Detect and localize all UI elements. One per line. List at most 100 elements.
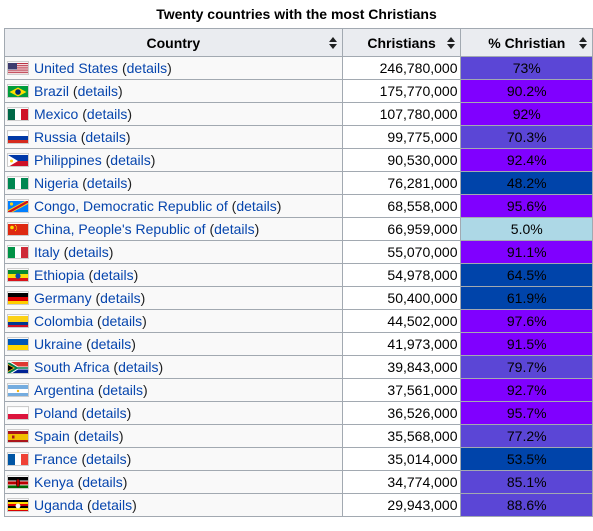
country-cell: Ethiopia (details) <box>4 263 343 287</box>
country-link[interactable]: Colombia <box>34 313 94 329</box>
percent-christian-cell: 61.9% <box>460 286 593 310</box>
percent-christian-cell: 95.6% <box>460 194 593 218</box>
country-link[interactable]: Spain <box>34 428 70 444</box>
za-flag-icon <box>7 360 29 374</box>
details-link[interactable]: details <box>91 497 133 513</box>
sort-icon[interactable] <box>328 37 337 49</box>
details-note: (details) <box>209 221 260 237</box>
details-link[interactable]: details <box>82 474 123 490</box>
fr-flag-icon <box>7 452 29 466</box>
country-link[interactable]: Philippines <box>34 152 102 168</box>
percent-christian-cell: 77.2% <box>460 424 593 448</box>
table-body: United States (details) 246,780,000 73% Bra… <box>4 56 593 517</box>
christians-count-cell: 99,775,000 <box>341 125 462 149</box>
country-cell: Spain (details) <box>4 424 343 448</box>
details-link[interactable]: details <box>85 129 126 145</box>
details-link[interactable]: details <box>214 221 255 237</box>
details-link[interactable]: details <box>86 405 127 421</box>
details-note: (details) <box>113 359 164 375</box>
details-link[interactable]: details <box>77 83 119 99</box>
table-row: Ukraine (details) 41,973,000 91.5% <box>4 332 593 356</box>
column-header-country[interactable]: Country <box>4 28 343 57</box>
country-link[interactable]: Uganda <box>34 497 84 513</box>
christians-count-cell: 55,070,000 <box>341 240 462 264</box>
table-row: Argentina (details) 37,561,000 92.7% <box>4 378 593 402</box>
country-link[interactable]: Mexico <box>34 106 79 122</box>
details-link[interactable]: details <box>118 359 159 375</box>
sort-icon[interactable] <box>447 37 456 49</box>
details-link[interactable]: details <box>100 290 141 306</box>
country-cell: France (details) <box>4 447 343 471</box>
table-row: Mexico (details) 107,780,000 92% <box>4 102 593 126</box>
christians-count-cell: 35,568,000 <box>341 424 462 448</box>
ke-flag-icon <box>7 475 29 489</box>
mx-flag-icon <box>7 107 29 121</box>
christians-count-cell: 175,770,000 <box>341 79 462 103</box>
details-link[interactable]: details <box>236 198 277 214</box>
us-flag-icon <box>7 61 29 75</box>
details-note: (details) <box>81 451 132 467</box>
country-link[interactable]: Kenya <box>34 474 74 490</box>
percent-christian-cell: 92.7% <box>460 378 593 402</box>
percent-christian-cell: 97.6% <box>460 309 593 333</box>
country-link[interactable]: Argentina <box>34 382 94 398</box>
details-link[interactable]: details <box>68 244 109 260</box>
details-link[interactable]: details <box>126 60 168 76</box>
table-row: China, People's Republic of (details) 66,… <box>4 217 593 241</box>
et-flag-icon <box>7 268 29 282</box>
country-link[interactable]: Congo, Democratic Republic of <box>34 198 228 214</box>
country-link[interactable]: Russia <box>34 129 77 145</box>
country-link[interactable]: France <box>34 451 78 467</box>
country-link[interactable]: Poland <box>34 405 78 421</box>
details-link[interactable]: details <box>86 451 127 467</box>
country-cell: Mexico (details) <box>4 102 343 126</box>
country-link[interactable]: Germany <box>34 290 92 306</box>
co-flag-icon <box>7 314 29 328</box>
table-row: Brazil (details) 175,770,000 90.2% <box>4 79 593 103</box>
column-header-percent[interactable]: % Christian <box>460 28 593 57</box>
country-link[interactable]: Ukraine <box>34 336 83 352</box>
percent-christian-cell: 79.7% <box>460 355 593 379</box>
country-cell: Congo, Democratic Republic of (details) <box>4 194 343 218</box>
christians-count-cell: 68,558,000 <box>341 194 462 218</box>
details-link[interactable]: details <box>101 313 143 329</box>
christians-count-cell: 41,973,000 <box>341 332 462 356</box>
details-link[interactable]: details <box>90 336 132 352</box>
country-cell: South Africa (details) <box>4 355 343 379</box>
christians-count-cell: 246,780,000 <box>341 56 462 80</box>
sort-icon[interactable] <box>579 37 587 49</box>
country-link[interactable]: South Africa <box>34 359 110 375</box>
country-cell: Italy (details) <box>4 240 343 264</box>
details-link[interactable]: details <box>102 382 143 398</box>
country-link[interactable]: Brazil <box>34 83 70 99</box>
table-row: Italy (details) 55,070,000 91.1% <box>4 240 593 264</box>
percent-christian-cell: 85.1% <box>460 470 593 494</box>
country-link[interactable]: Ethiopia <box>34 267 85 283</box>
christians-table: Country Christians % Christian United St… <box>4 28 593 517</box>
details-link[interactable]: details <box>86 175 128 191</box>
details-note: (details) <box>63 244 114 260</box>
ar-flag-icon <box>7 383 29 397</box>
country-link[interactable]: United States <box>34 60 119 76</box>
table-row: France (details) 35,014,000 53.5% <box>4 447 593 471</box>
details-link[interactable]: details <box>110 152 151 168</box>
column-header-christians[interactable]: Christians <box>341 28 462 57</box>
country-link[interactable]: China, People's Republic of <box>34 221 206 237</box>
details-link[interactable]: details <box>93 267 134 283</box>
details-note: (details) <box>82 175 133 191</box>
table-row: Uganda (details) 29,943,000 88.6% <box>4 493 593 517</box>
christians-count-cell: 76,281,000 <box>341 171 462 195</box>
table-row: Kenya (details) 34,774,000 85.1% <box>4 470 593 494</box>
christians-count-cell: 29,943,000 <box>341 493 462 517</box>
country-cell: United States (details) <box>4 56 343 80</box>
details-link[interactable]: details <box>78 428 119 444</box>
country-link[interactable]: Italy <box>34 244 60 260</box>
details-note: (details) <box>86 497 137 513</box>
details-link[interactable]: details <box>86 106 128 122</box>
table-row: Philippines (details) 90,530,000 92.4% <box>4 148 593 172</box>
country-link[interactable]: Nigeria <box>34 175 79 191</box>
christians-count-cell: 66,959,000 <box>341 217 462 241</box>
details-note: (details) <box>81 405 132 421</box>
pl-flag-icon <box>7 406 29 420</box>
details-note: (details) <box>97 382 148 398</box>
